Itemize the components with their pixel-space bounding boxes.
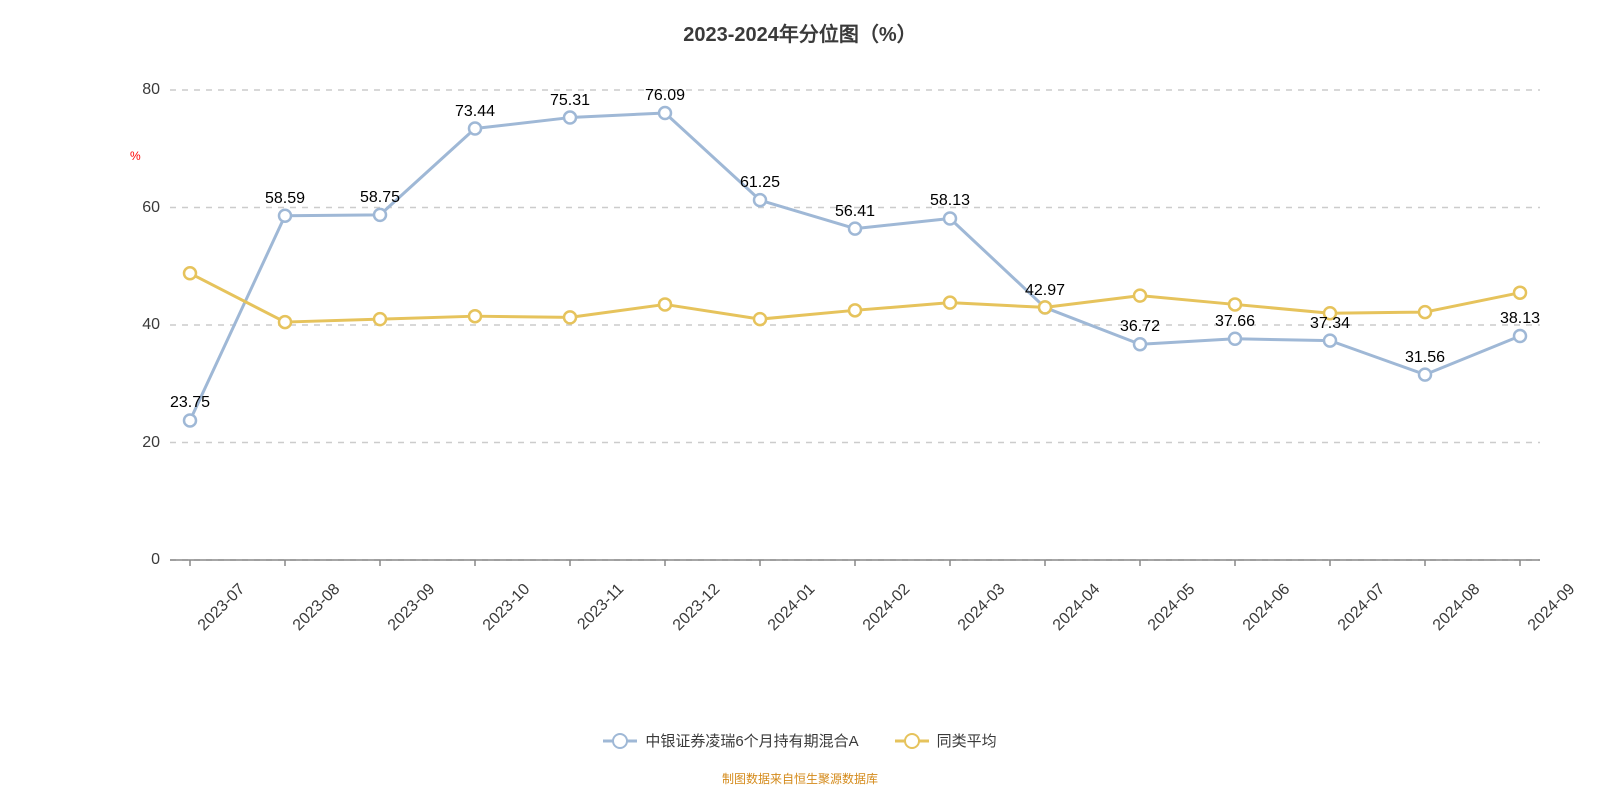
series-marker [944,297,956,309]
series-marker [1419,369,1431,381]
series-marker [1514,287,1526,299]
y-tick-label: 80 [120,81,160,99]
data-label: 58.59 [265,190,305,208]
series-marker [1514,330,1526,342]
data-label: 58.75 [360,189,400,207]
series-marker [184,414,196,426]
data-label: 73.44 [455,103,495,121]
series-marker [374,313,386,325]
series-marker [849,223,861,235]
legend-swatch-icon [895,734,929,748]
series-marker [469,310,481,322]
legend-label: 中银证券凌瑞6个月持有期混合A [645,730,858,751]
data-label: 37.34 [1310,315,1350,333]
data-label: 75.31 [550,92,590,110]
data-label: 23.75 [170,394,210,412]
y-tick-label: 40 [120,316,160,334]
y-tick-label: 0 [120,551,160,569]
legend-item[interactable]: 同类平均 [895,730,997,751]
series-marker [374,209,386,221]
series-marker [1134,290,1146,302]
series-marker [1419,306,1431,318]
series-marker [849,304,861,316]
data-label: 38.13 [1500,310,1540,328]
data-label: 56.41 [835,203,875,221]
series-marker [279,210,291,222]
data-label: 61.25 [740,174,780,192]
y-tick-label: 60 [120,199,160,217]
percentile-line-chart: 2023-2024年分位图（%） % 23.75 58.59 58.75 73.44 7… [0,0,1600,800]
chart-title: 2023-2024年分位图（%） [0,18,1600,47]
series-marker [1229,298,1241,310]
series-marker [1134,338,1146,350]
data-label: 36.72 [1120,318,1160,336]
series-marker [944,212,956,224]
legend-item[interactable]: 中银证券凌瑞6个月持有期混合A [603,730,858,751]
legend-label: 同类平均 [937,730,997,751]
data-label: 58.13 [930,192,970,210]
series-marker [564,112,576,124]
series-marker [564,311,576,323]
y-axis-unit-label: % [130,149,141,163]
series-marker [659,107,671,119]
legend-swatch-icon [603,734,637,748]
series-marker [1039,301,1051,313]
series-line [190,113,1520,420]
source-note: 制图数据来自恒生聚源数据库 [0,770,1600,787]
data-label: 76.09 [645,87,685,105]
series-marker [469,123,481,135]
y-tick-label: 20 [120,434,160,452]
series-marker [754,313,766,325]
series-marker [1324,335,1336,347]
chart-plot-svg [0,0,1600,800]
series-marker [279,316,291,328]
data-label: 37.66 [1215,313,1255,331]
series-marker [184,267,196,279]
series-marker [754,194,766,206]
data-label: 42.97 [1025,282,1065,300]
series-marker [1229,333,1241,345]
chart-legend: 中银证券凌瑞6个月持有期混合A 同类平均 [0,730,1600,752]
series-marker [659,298,671,310]
data-label: 31.56 [1405,349,1445,367]
